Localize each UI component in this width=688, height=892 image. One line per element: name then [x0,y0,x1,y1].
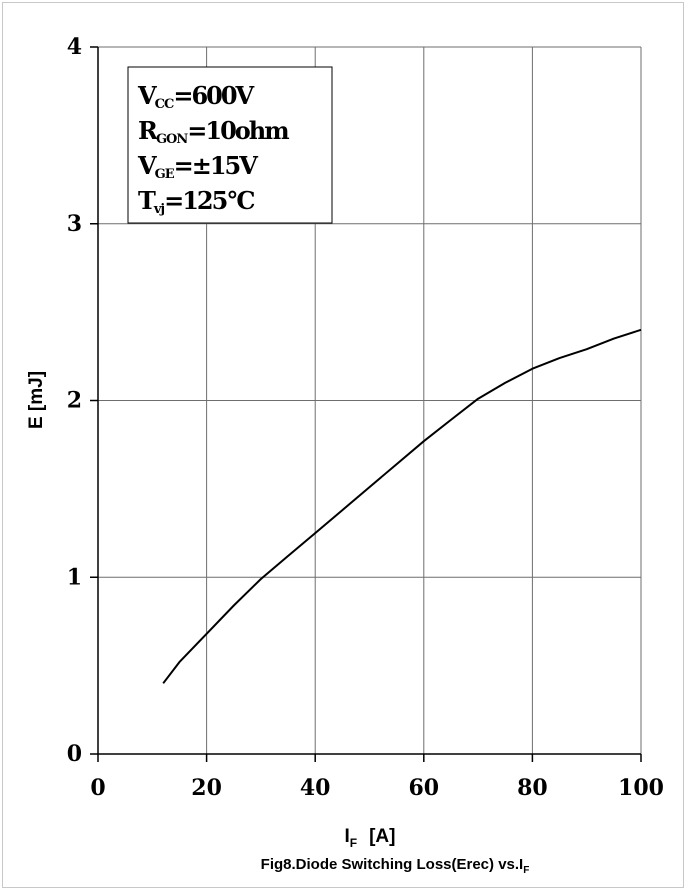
conditions-box-border [127,66,333,224]
y-axis-title: E [mJ] [26,371,47,429]
x-tick-label: 80 [517,775,548,801]
condition-vge: VGE=±15V [137,151,258,182]
x-tick-label: 0 [90,775,105,801]
y-tick-labels: 0 1 2 3 4 [67,34,82,767]
figure-caption: Fig8.Diode Switching Loss(Erec) vs.IF [261,856,530,876]
x-tick-labels: 0 20 40 60 80 100 [90,775,664,801]
conditions-box: VCC=600V RGON=10ohm VGE=±15V Tvj=125°C [127,66,333,224]
axes [90,46,642,762]
x-axis-title: IF [A] [344,826,395,850]
y-tick-label: 2 [67,388,82,414]
x-tick-label: 20 [191,775,222,801]
x-tick-label: 60 [408,775,439,801]
condition-tvj: Tvj=125°C [138,186,254,217]
x-tick-label: 100 [618,775,664,801]
series-line-erec [162,328,642,684]
y-tick-label: 3 [67,211,82,237]
x-tick-label: 40 [300,775,331,801]
condition-rgon: RGON=10ohm [138,116,289,147]
y-tick-label: 0 [67,741,82,767]
y-tick-label: 1 [67,564,82,590]
y-tick-label: 4 [67,34,82,60]
condition-vcc: VCC=600V [137,81,255,112]
series [162,328,642,684]
